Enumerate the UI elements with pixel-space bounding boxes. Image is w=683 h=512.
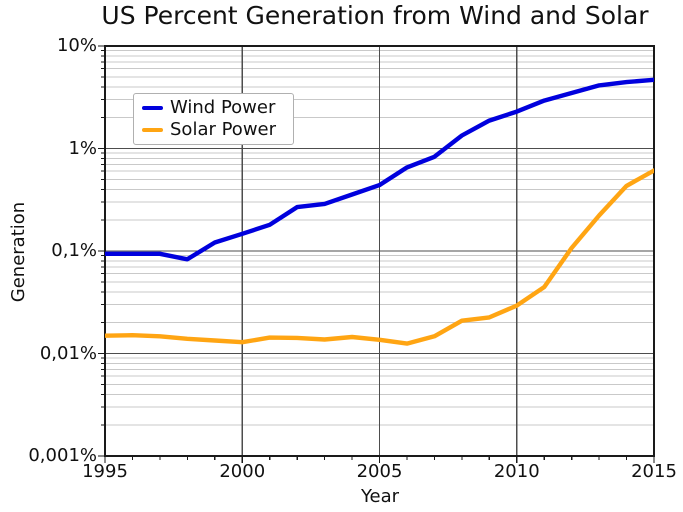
y-tick-label: 0,01% xyxy=(39,342,97,364)
x-tick-label: 2010 xyxy=(493,461,540,482)
y-tick-label: 0,001% xyxy=(28,445,97,466)
legend: Wind Power Solar Power xyxy=(133,93,294,145)
legend-entry-wind: Wind Power xyxy=(142,97,285,119)
wind-line-swatch xyxy=(142,106,163,110)
legend-label-solar: Solar Power xyxy=(170,119,277,140)
solar-power-line xyxy=(105,168,654,346)
y-tick-label: 10% xyxy=(56,35,97,56)
chart-title: US Percent Generation from Wind and Sola… xyxy=(101,1,649,30)
x-tick-label: 2000 xyxy=(219,461,266,482)
x-tick-label: 1995 xyxy=(82,461,128,482)
wind-power-line xyxy=(105,77,654,262)
x-tick-label: 2005 xyxy=(356,461,403,482)
legend-label-wind: Wind Power xyxy=(170,97,276,118)
x-axis-label: Year xyxy=(360,486,400,507)
y-tick-label: 1% xyxy=(68,137,97,159)
legend-entry-solar: Solar Power xyxy=(142,119,285,141)
y-tick-label: 0,1% xyxy=(51,240,97,261)
major-gridlines xyxy=(105,46,654,456)
x-tick-label: 2015 xyxy=(631,461,677,482)
data-series xyxy=(105,77,654,346)
solar-line-swatch xyxy=(142,128,163,132)
axis-ticks xyxy=(98,45,655,463)
